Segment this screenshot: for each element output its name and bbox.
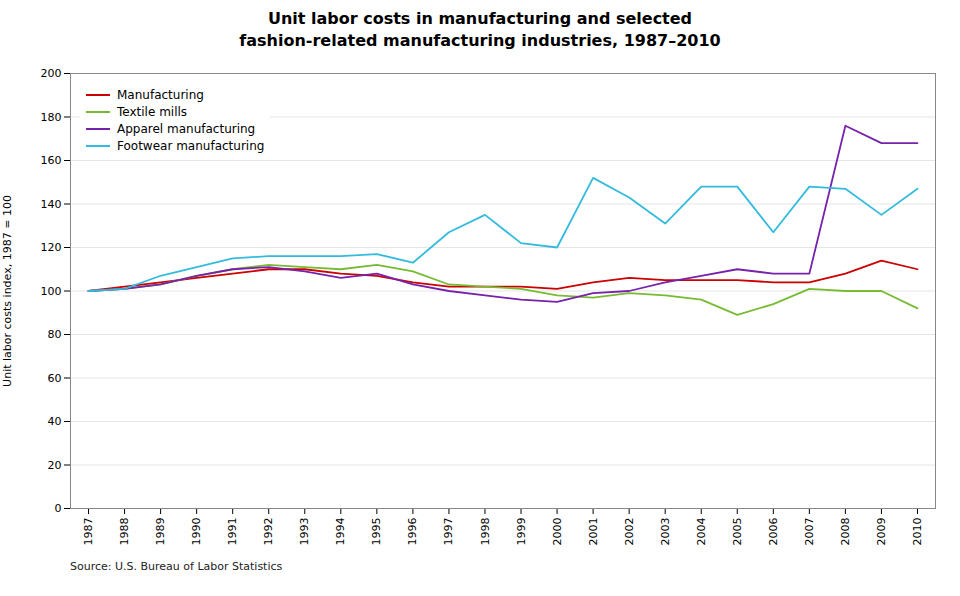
svg-text:160: 160 (41, 154, 62, 167)
svg-text:1987: 1987 (82, 518, 95, 546)
svg-text:1994: 1994 (334, 518, 347, 546)
svg-text:2006: 2006 (767, 518, 780, 546)
svg-text:80: 80 (48, 328, 62, 341)
svg-text:100: 100 (41, 285, 62, 298)
svg-text:1996: 1996 (406, 518, 419, 546)
svg-text:200: 200 (41, 67, 62, 80)
svg-text:2000: 2000 (551, 518, 564, 546)
svg-text:20: 20 (48, 459, 62, 472)
svg-text:1992: 1992 (262, 518, 275, 546)
html-text:Source: U.S. Bureau of Labor S: Source: U.S. Bureau of Labor Statistics (70, 560, 283, 573)
html-text:Unit labor costs in manufactur: Unit labor costs in manufacturing and se… (239, 9, 721, 50)
svg-text:2009: 2009 (875, 518, 888, 546)
svg-text:2010: 2010 (911, 518, 924, 546)
svg-text:2005: 2005 (731, 518, 744, 546)
svg-text:1989: 1989 (154, 518, 167, 546)
html-text:Apparel manufacturing: Apparel manufacturing (117, 122, 256, 136)
svg-text:1988: 1988 (118, 518, 131, 546)
svg-text:2001: 2001 (587, 518, 600, 546)
svg-text:2002: 2002 (623, 518, 636, 546)
svg-text:1999: 1999 (515, 518, 528, 546)
svg-text:2003: 2003 (659, 518, 672, 546)
html-text:Footwear manufacturing: Footwear manufacturing (117, 139, 265, 153)
svg-text:1997: 1997 (442, 518, 455, 546)
svg-text:60: 60 (48, 372, 62, 385)
svg-text:120: 120 (41, 241, 62, 254)
svg-text:40: 40 (48, 415, 62, 428)
svg-text:Unit labor costs index, 1987 =: Unit labor costs index, 1987 = 100 (1, 195, 14, 387)
html-text:Manufacturing: Manufacturing (117, 88, 204, 102)
svg-text:140: 140 (41, 198, 62, 211)
svg-text:1991: 1991 (226, 518, 239, 546)
svg-text:2004: 2004 (695, 518, 708, 546)
svg-text:1998: 1998 (478, 518, 491, 546)
svg-text:2008: 2008 (839, 518, 852, 546)
html-text:Textile mills: Textile mills (117, 105, 188, 119)
svg-text:1995: 1995 (370, 518, 383, 546)
svg-text:0: 0 (55, 502, 62, 515)
svg-text:180: 180 (41, 111, 62, 124)
svg-text:1990: 1990 (190, 518, 203, 546)
svg-text:2007: 2007 (803, 518, 816, 546)
svg-text:1993: 1993 (298, 518, 311, 546)
